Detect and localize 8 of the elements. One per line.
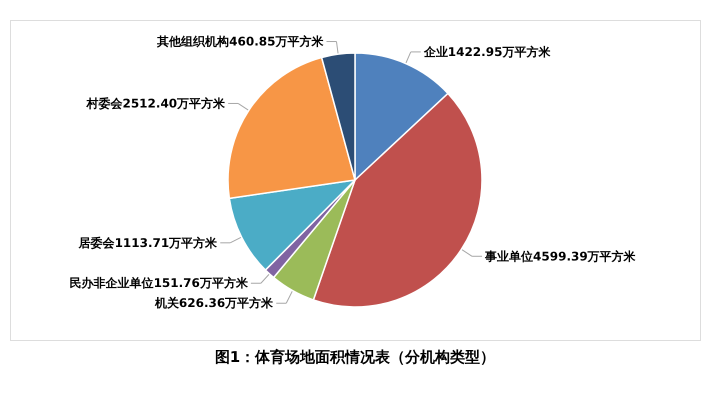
slice-label: 事业单位4599.39万平方米 (484, 249, 637, 264)
slice-label: 机关626.36万平方米 (154, 296, 274, 310)
slice-label: 居委会1113.71万平方米 (78, 236, 218, 250)
slice-label: 民办非企业单位151.76万平方米 (70, 276, 249, 290)
slice-label: 企业1422.95万平方米 (422, 44, 552, 59)
text: 图1：体育场地面积情况表（分机构类型） (214, 348, 496, 366)
slice-label: 其他组织机构460.85万平方米 (156, 34, 324, 49)
slice-label: 村委会2512.40万平方米 (85, 96, 226, 110)
